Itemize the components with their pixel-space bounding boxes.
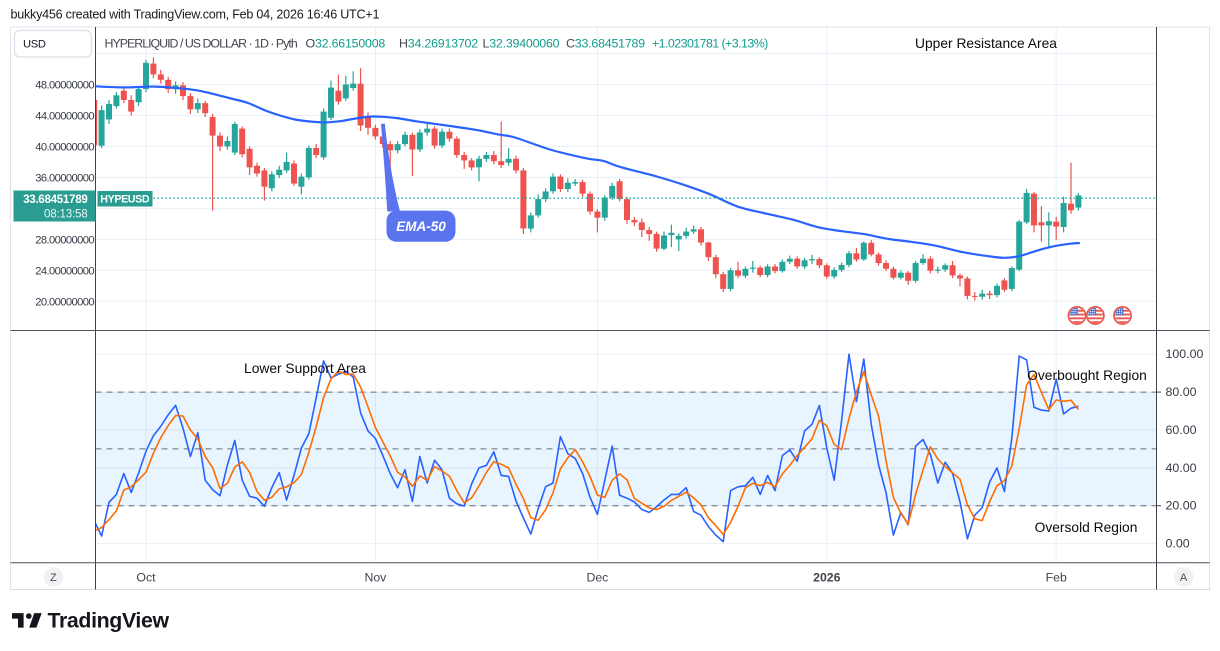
svg-text:L32.39400060: L32.39400060 xyxy=(483,37,560,51)
svg-text:28.00000000: 28.00000000 xyxy=(35,234,94,246)
svg-text:40.00: 40.00 xyxy=(1166,461,1197,475)
svg-text:HYPEUSD: HYPEUSD xyxy=(100,194,150,206)
svg-text:A: A xyxy=(1180,572,1188,584)
svg-text:+1.02301781 (+3.13%): +1.02301781 (+3.13%) xyxy=(652,37,768,51)
svg-text:Oct: Oct xyxy=(136,570,156,584)
svg-text:TradingView: TradingView xyxy=(48,609,170,633)
svg-text:Oversold Region: Oversold Region xyxy=(1035,520,1138,535)
svg-text:Z: Z xyxy=(50,572,57,584)
svg-text:20.00: 20.00 xyxy=(1166,499,1197,513)
svg-text:Upper Resistance Area: Upper Resistance Area xyxy=(915,36,1057,51)
svg-text:24.00000000: 24.00000000 xyxy=(35,265,94,277)
svg-text:36.00000000: 36.00000000 xyxy=(35,172,94,184)
svg-text:33.68451789: 33.68451789 xyxy=(23,193,88,206)
svg-text:44.00000000: 44.00000000 xyxy=(35,111,94,123)
svg-text:Feb: Feb xyxy=(1046,570,1067,584)
svg-text:EMA-50: EMA-50 xyxy=(396,219,446,234)
svg-text:Dec: Dec xyxy=(586,570,608,584)
svg-text:60.00: 60.00 xyxy=(1166,423,1197,437)
svg-text:O32.66150008: O32.66150008 xyxy=(306,37,386,51)
svg-text:Overbought Region: Overbought Region xyxy=(1027,368,1147,383)
svg-text:Nov: Nov xyxy=(364,570,387,584)
svg-text:bukky456 created with TradingV: bukky456 created with TradingView.com, F… xyxy=(11,8,380,22)
svg-text:H34.26913702: H34.26913702 xyxy=(399,37,478,51)
svg-text:80.00: 80.00 xyxy=(1166,385,1197,399)
svg-text:HYPERLIQUID / US DOLLAR · 1D ·: HYPERLIQUID / US DOLLAR · 1D · Pyth xyxy=(105,37,298,51)
svg-text:48.00000000: 48.00000000 xyxy=(35,80,94,92)
svg-text:08:13:58: 08:13:58 xyxy=(44,208,88,221)
svg-text:20.00000000: 20.00000000 xyxy=(35,296,94,308)
svg-text:40.00000000: 40.00000000 xyxy=(35,141,94,153)
svg-text:Lower Support Area: Lower Support Area xyxy=(244,361,366,376)
svg-text:2026: 2026 xyxy=(813,570,841,584)
svg-text:USD: USD xyxy=(23,39,46,51)
svg-text:100.00: 100.00 xyxy=(1166,347,1204,361)
svg-text:C33.68451789: C33.68451789 xyxy=(566,37,645,51)
svg-text:0.00: 0.00 xyxy=(1166,537,1190,551)
